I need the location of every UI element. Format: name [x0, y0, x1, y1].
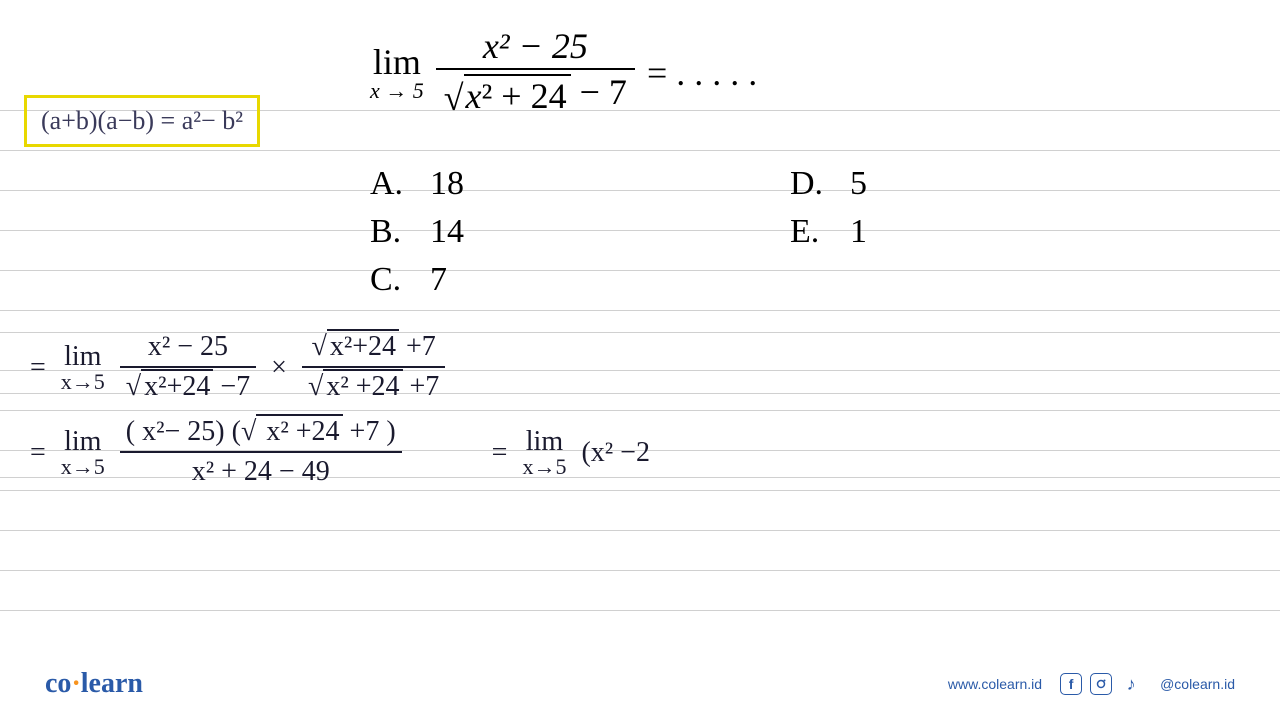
work-line-1: = lim x→5 x² − 25 √x²+24 −7 × √x²+24 +7 … — [30, 330, 650, 405]
problem-fraction: x² − 25 √ x² + 24 − 7 — [436, 28, 635, 118]
facebook-icon: f — [1060, 673, 1082, 695]
equals-blank: = . . . . . — [647, 52, 757, 94]
instagram-icon — [1090, 673, 1112, 695]
denominator: √ x² + 24 − 7 — [436, 70, 635, 118]
option-b: B. 14 — [370, 213, 690, 261]
colearn-logo: co·learn — [45, 668, 143, 700]
handwritten-work: = lim x→5 x² − 25 √x²+24 −7 × √x²+24 +7 … — [30, 330, 650, 500]
social-handle: @colearn.id — [1160, 676, 1235, 692]
option-a: A. 18 — [370, 165, 690, 213]
identity-formula-box: (a+b)(a−b) = a²− b² — [24, 95, 260, 147]
identity-formula: (a+b)(a−b) = a²− b² — [41, 106, 243, 135]
tiktok-icon: ♪ — [1120, 673, 1142, 695]
problem-statement: lim x → 5 x² − 25 √ x² + 24 − 7 = . . . … — [370, 28, 757, 118]
footer-right: www.colearn.id f ♪ @colearn.id — [948, 673, 1235, 695]
numerator: x² − 25 — [475, 28, 596, 68]
website-url: www.colearn.id — [948, 676, 1042, 692]
option-e: E. 1 — [790, 213, 990, 261]
answer-options: A. 18 D. 5 B. 14 E. 1 C. 7 — [370, 165, 990, 309]
limit-notation: lim x → 5 — [370, 44, 424, 102]
option-d: D. 5 — [790, 165, 990, 213]
option-c: C. 7 — [370, 261, 690, 309]
work-line-2: = lim x→5 ( x²− 25) (√ x² +24 +7 ) x² + … — [30, 415, 650, 490]
footer: co·learn www.colearn.id f ♪ @colearn.id — [0, 668, 1280, 700]
social-icons: f ♪ — [1060, 673, 1142, 695]
